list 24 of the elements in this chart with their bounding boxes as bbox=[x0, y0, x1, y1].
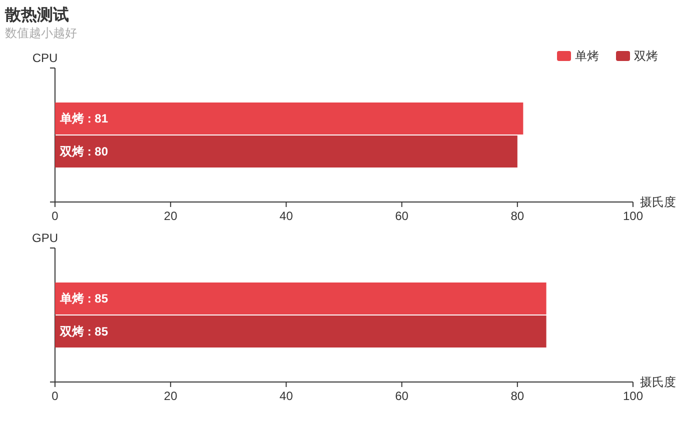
legend-label: 单烤 bbox=[575, 49, 599, 63]
x-axis-title: 摄氏度 bbox=[640, 375, 676, 389]
data-label: 单烤 : 81 bbox=[59, 112, 108, 126]
legend-label: 双烤 bbox=[634, 49, 658, 63]
x-tick-label: 40 bbox=[280, 389, 294, 403]
y-axis-title: CPU bbox=[32, 51, 58, 65]
x-tick-label: 20 bbox=[164, 389, 178, 403]
x-tick-label: 60 bbox=[395, 209, 409, 223]
x-tick-label: 100 bbox=[622, 209, 644, 223]
x-tick-label: 0 bbox=[52, 209, 59, 223]
x-tick-label: 40 bbox=[280, 209, 294, 223]
x-tick-label: 100 bbox=[622, 389, 644, 403]
x-tick-label: 60 bbox=[395, 389, 409, 403]
chart-title: 散热测试 bbox=[4, 6, 69, 24]
chart-subtitle: 数值越小越好 bbox=[5, 26, 77, 40]
x-tick-label: 80 bbox=[510, 389, 524, 403]
data-label: 双烤 : 85 bbox=[59, 324, 108, 338]
data-label: 单烤 : 85 bbox=[59, 292, 108, 306]
x-tick-label: 80 bbox=[510, 209, 524, 223]
x-tick-label: 0 bbox=[52, 389, 59, 403]
x-tick-label: 20 bbox=[164, 209, 178, 223]
y-axis-title: GPU bbox=[32, 231, 58, 245]
data-label: 双烤 : 80 bbox=[59, 144, 108, 158]
x-axis-title: 摄氏度 bbox=[640, 195, 676, 209]
